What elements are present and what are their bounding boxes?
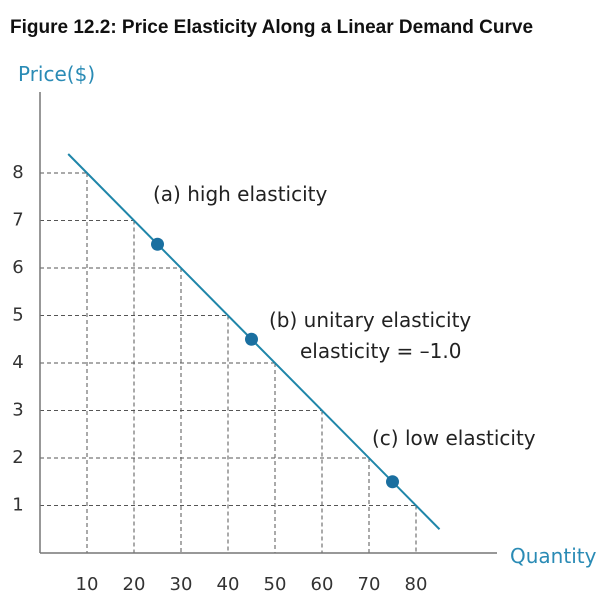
point-c — [386, 475, 399, 489]
point-b — [245, 332, 258, 346]
y-tick-label: 3 — [12, 400, 23, 421]
label-unitary-elasticity-value: elasticity = –1.0 — [300, 339, 461, 363]
x-tick-labels: 10 20 30 40 50 60 70 80 — [76, 574, 428, 595]
label-low-elasticity: (c) low elasticity — [372, 426, 536, 450]
x-axis-title: Quantity — [510, 544, 597, 568]
y-axis-title: Price($) — [18, 62, 95, 86]
x-tick-label: 70 — [358, 574, 381, 595]
y-tick-label: 7 — [12, 210, 23, 231]
y-tick-label: 6 — [12, 257, 23, 278]
x-tick-label: 40 — [217, 574, 240, 595]
y-tick-label: 1 — [12, 495, 23, 516]
y-tick-label: 4 — [12, 352, 23, 373]
x-tick-label: 80 — [405, 574, 428, 595]
x-tick-label: 20 — [123, 574, 146, 595]
y-tick-label: 2 — [12, 447, 23, 468]
y-tick-labels: 1 2 3 4 5 6 7 8 — [12, 162, 23, 516]
elasticity-points — [151, 237, 399, 489]
point-a — [151, 237, 164, 251]
x-tick-label: 60 — [311, 574, 334, 595]
x-tick-label: 50 — [264, 574, 287, 595]
point-annotations: (a) high elasticity (b) unitary elasticit… — [153, 182, 536, 450]
figure-title: Figure 12.2: Price Elasticity Along a Li… — [10, 17, 534, 38]
label-unitary-elasticity: (b) unitary elasticity — [269, 308, 471, 332]
x-tick-label: 30 — [170, 574, 193, 595]
x-tick-label: 10 — [76, 574, 99, 595]
y-tick-label: 5 — [12, 305, 23, 326]
y-tick-label: 8 — [12, 162, 23, 183]
guide-lines — [40, 172, 417, 553]
label-high-elasticity: (a) high elasticity — [153, 182, 328, 206]
